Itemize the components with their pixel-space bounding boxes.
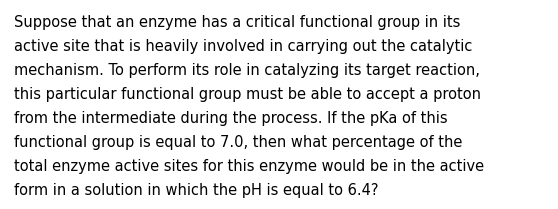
Text: Suppose that an enzyme has a critical functional group in its: Suppose that an enzyme has a critical fu… <box>14 15 460 30</box>
Text: active site that is heavily involved in carrying out the catalytic: active site that is heavily involved in … <box>14 39 472 54</box>
Text: mechanism. To perform its role in catalyzing its target reaction,: mechanism. To perform its role in cataly… <box>14 63 480 78</box>
Text: form in a solution in which the pH is equal to 6.4?: form in a solution in which the pH is eq… <box>14 183 378 198</box>
Text: this particular functional group must be able to accept a proton: this particular functional group must be… <box>14 87 481 102</box>
Text: functional group is equal to 7.0, then what percentage of the: functional group is equal to 7.0, then w… <box>14 135 463 150</box>
Text: total enzyme active sites for this enzyme would be in the active: total enzyme active sites for this enzym… <box>14 159 484 174</box>
Text: from the intermediate during the process. If the pKa of this: from the intermediate during the process… <box>14 111 448 126</box>
